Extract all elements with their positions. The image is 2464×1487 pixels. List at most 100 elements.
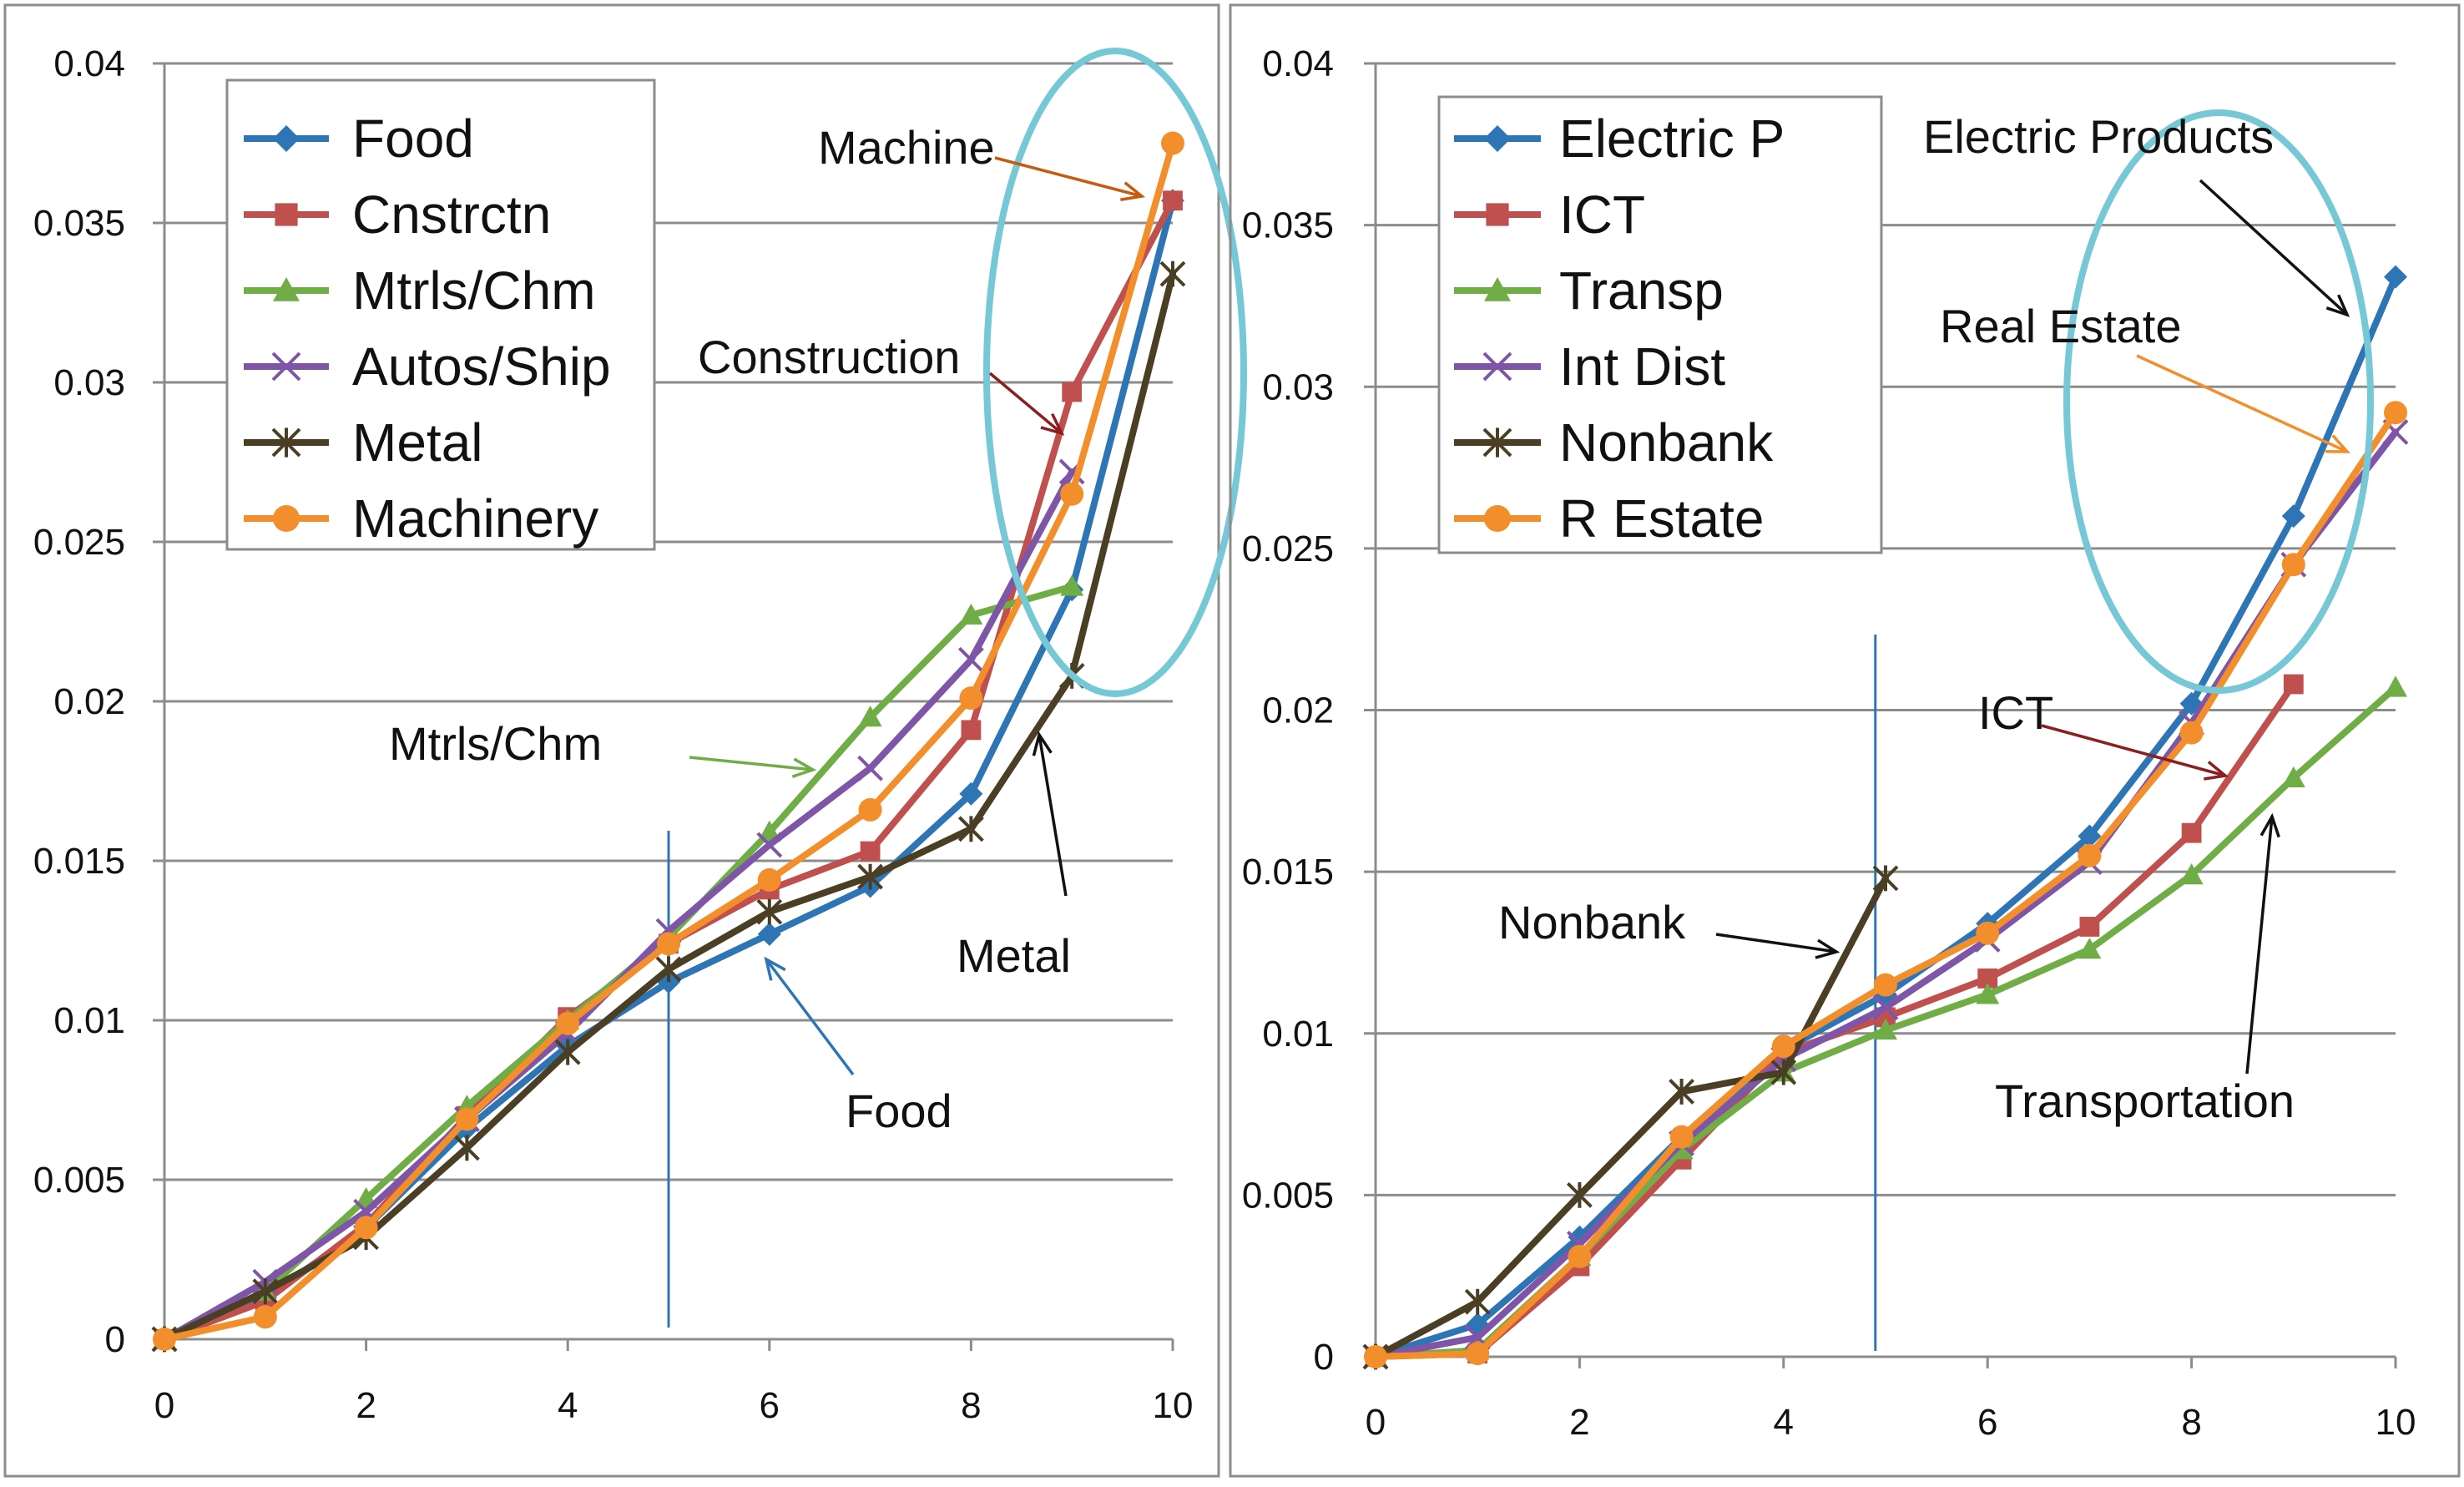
- legend-marker: [273, 125, 300, 152]
- x-tick-label: 4: [558, 1385, 578, 1426]
- data-point-transp: [2384, 675, 2407, 697]
- legend-marker: [271, 352, 301, 382]
- x-tick-label: 8: [2181, 1402, 2201, 1443]
- series-autos-ship: [151, 458, 1085, 1353]
- legend-label: Nonbank: [1559, 412, 1774, 473]
- data-point-nonbank: [1566, 1181, 1593, 1208]
- highlight-ellipse: [2063, 109, 2374, 694]
- annotation-machine: Machine: [818, 121, 995, 174]
- y-tick-label: 0.01: [1262, 1014, 1334, 1055]
- data-point-nonbank: [1872, 865, 1899, 892]
- data-point-r-estate: [2384, 401, 2407, 425]
- data-point-metal: [1159, 260, 1186, 287]
- data-point-nonbank: [1669, 1079, 1695, 1105]
- series-line-nonbank: [1372, 874, 1889, 1360]
- y-tick-label: 0.015: [1242, 852, 1334, 893]
- annotation-arrow-real-estate: [2136, 354, 2350, 453]
- y-tick-label: 0.025: [1242, 529, 1334, 569]
- data-point-cnstrctn: [1163, 190, 1183, 211]
- legend-box: [1437, 95, 1883, 554]
- annotation-arrow-food: [764, 956, 855, 1076]
- data-point-ict: [1977, 969, 1998, 989]
- y-tick-label: 0.02: [53, 681, 125, 722]
- x-tick-label: 0: [1366, 1402, 1386, 1443]
- x-tick-label: 10: [2376, 1402, 2416, 1443]
- legend-label: R Estate: [1559, 488, 1764, 549]
- data-point-mtrls-chm: [1060, 574, 1084, 596]
- legend-item-cnstrctn: Cnstrctn: [244, 185, 551, 245]
- data-point-machinery: [858, 797, 882, 822]
- data-point-food: [757, 922, 781, 946]
- y-tick-label: 0.025: [33, 522, 125, 563]
- data-point-transp: [1874, 1018, 1897, 1040]
- legend-box: [225, 78, 656, 551]
- data-point-metal: [554, 1039, 581, 1065]
- annotation-arrow-machine: [994, 156, 1146, 201]
- legend-marker: [1482, 427, 1512, 458]
- data-point-ict: [2181, 822, 2202, 843]
- legend-item-nonbank: Nonbank: [1454, 412, 1774, 473]
- data-point-machinery: [153, 1328, 176, 1351]
- legend-item-mtrls-chm: Mtrls/Chm: [244, 260, 596, 321]
- legend-label: Cnstrctn: [352, 185, 551, 245]
- highlight-ellipse: [983, 48, 1247, 697]
- x-tick-label: 6: [1977, 1402, 1997, 1443]
- annotation-mtrls-chm: Mtrls/Chm: [389, 717, 602, 770]
- data-point-metal: [252, 1278, 279, 1305]
- data-point-transp: [2179, 862, 2204, 885]
- data-point-autos-ship: [957, 646, 984, 673]
- data-point-r-estate: [2078, 843, 2102, 867]
- data-point-autos-ship: [756, 832, 783, 858]
- data-point-cnstrctn: [961, 720, 982, 741]
- data-point-transp: [2078, 938, 2102, 959]
- annotation-nonbank: Nonbank: [1498, 896, 1686, 948]
- x-tick-label: 8: [961, 1385, 981, 1426]
- y-tick-label: 0.04: [1262, 43, 1334, 84]
- data-point-cnstrctn: [1062, 382, 1083, 402]
- data-point-r-estate: [1568, 1244, 1592, 1268]
- data-point-machinery: [253, 1305, 277, 1329]
- legend-item-int-dist: Int Dist: [1454, 336, 1725, 397]
- data-point-nonbank: [1770, 1059, 1797, 1085]
- x-tick-label: 0: [154, 1385, 174, 1426]
- legend-item-r-estate: R Estate: [1454, 488, 1764, 549]
- series-line-autos-ship: [161, 468, 1076, 1343]
- y-tick-label: 0: [1314, 1337, 1334, 1378]
- data-point-machinery: [455, 1107, 479, 1131]
- data-point-machinery: [757, 867, 781, 892]
- left-chart-panel: 0 0.005 0.01 0.015 0.02 0.025 0.03 0.035 0.04 0 2 4…: [3, 3, 1247, 1478]
- right-chart-panel: 0 0.005 0.01 0.015 0.02 0.025 0.03 0.035 0.04 0 2 4…: [1229, 3, 2461, 1478]
- data-point-metal: [655, 956, 682, 983]
- data-point-r-estate: [1364, 1345, 1387, 1368]
- data-point-ict: [2283, 674, 2304, 695]
- data-point-electric-p: [2078, 824, 2102, 848]
- data-point-mtrls-chm: [757, 820, 781, 842]
- legend-marker: [1482, 352, 1512, 382]
- annotation-arrow-construction: [988, 372, 1065, 436]
- legend-label: Electric P: [1559, 109, 1785, 169]
- data-point-metal: [857, 863, 884, 890]
- data-point-metal: [453, 1135, 480, 1161]
- legend-marker: [1484, 505, 1511, 532]
- data-point-machinery: [657, 932, 680, 956]
- y-tick-label: 0.035: [33, 203, 125, 244]
- annotation-arrow-metal: [1032, 731, 1068, 897]
- annotation-ict: ICT: [1978, 686, 2053, 739]
- data-point-int-dist: [1872, 994, 1899, 1021]
- legend-label: Autos/Ship: [352, 336, 611, 397]
- annotation-arrow-electric-products: [2199, 179, 2350, 317]
- data-point-nonbank: [1464, 1288, 1491, 1315]
- legend-label: Food: [352, 109, 474, 169]
- legend-marker: [273, 505, 300, 532]
- legend-marker: [273, 277, 300, 301]
- y-tick-label: 0.005: [33, 1160, 125, 1201]
- annotation-real-estate: Real Estate: [1940, 300, 2182, 352]
- x-tick-label: 10: [1153, 1385, 1194, 1426]
- legend-label: Metal: [352, 412, 483, 473]
- legend-label: Int Dist: [1559, 336, 1725, 397]
- data-point-transp: [1976, 983, 2000, 1004]
- data-point-electric-p: [1568, 1225, 1592, 1249]
- data-point-r-estate: [1771, 1034, 1795, 1059]
- data-point-mtrls-chm: [858, 706, 882, 727]
